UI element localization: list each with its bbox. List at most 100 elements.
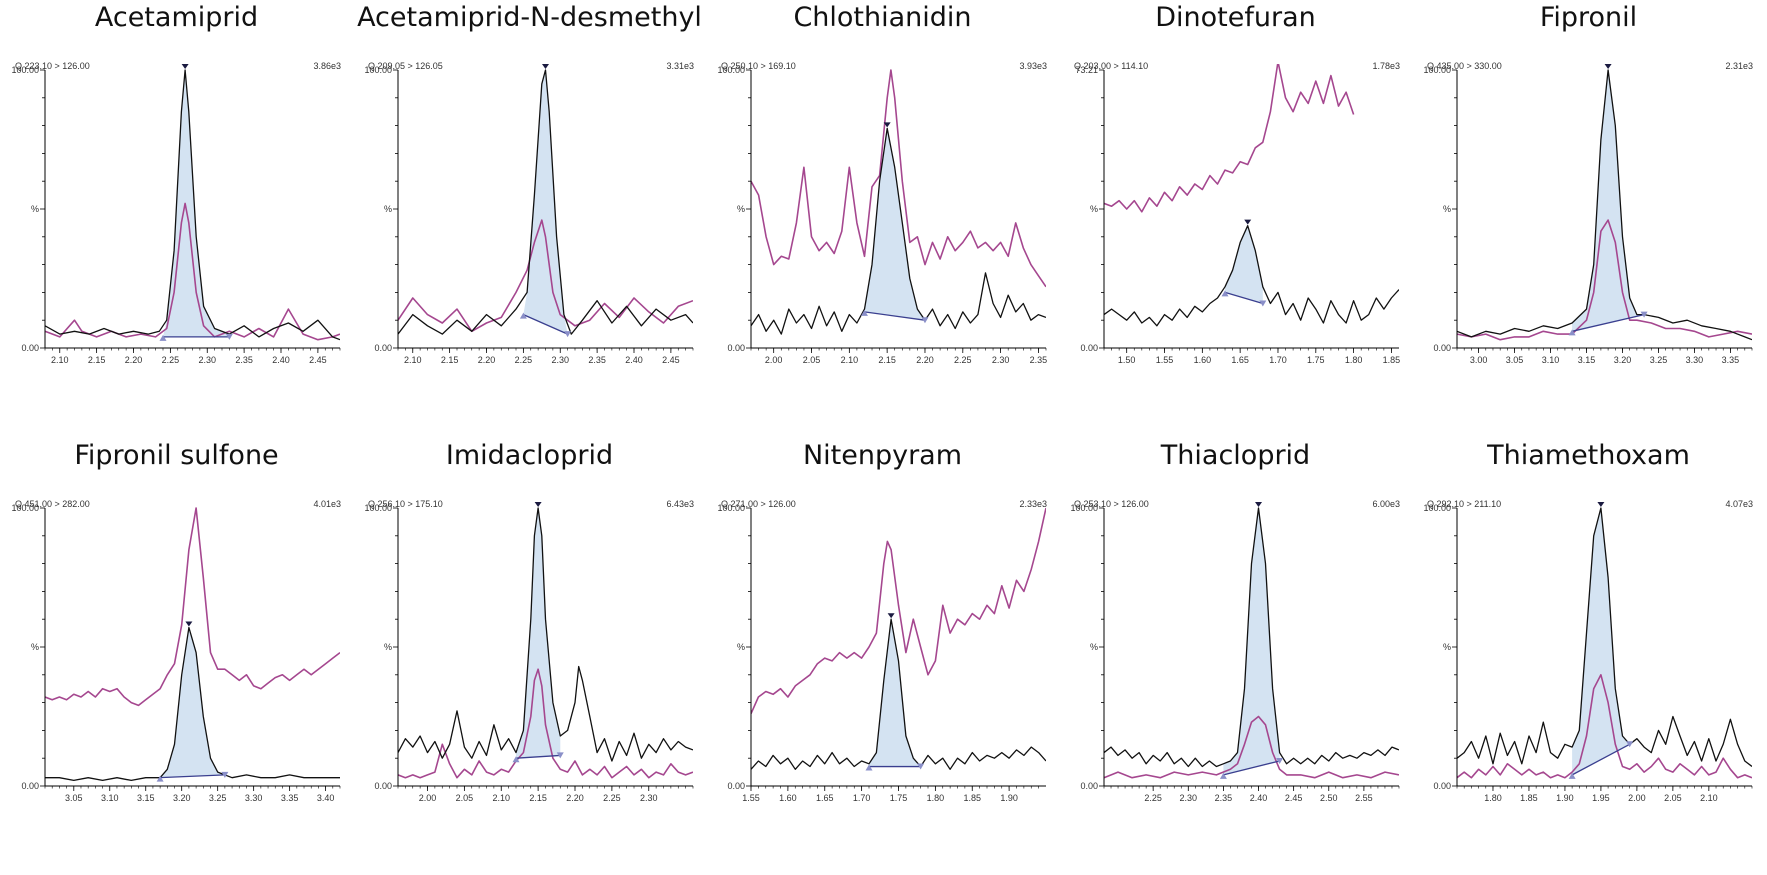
peak-start-marker: [512, 756, 520, 763]
y-tick-label: %: [1443, 642, 1451, 652]
qualifier-trace: [1457, 674, 1752, 779]
x-tick-label: 2.10: [841, 355, 859, 365]
x-tick-label: 1.60: [1194, 355, 1212, 365]
y-tick-label: 0.00: [1080, 343, 1098, 353]
peak-start-marker: [159, 334, 167, 341]
peak-start-marker: [860, 309, 868, 316]
intensity-label: 3.93e3: [1019, 61, 1047, 71]
x-tick-label: 2.45: [1285, 793, 1303, 803]
x-tick-label: 3.10: [101, 793, 119, 803]
peak-area: [1572, 70, 1645, 332]
y-tick-label: 100.00: [364, 503, 392, 513]
x-tick-label: 3.15: [1578, 355, 1596, 365]
x-tick-label: 2.30: [551, 355, 569, 365]
peak-start-marker: [865, 764, 873, 771]
x-tick-label: 3.10: [1542, 355, 1560, 365]
qualifier-trace: [45, 507, 340, 707]
integration-baseline: [1223, 760, 1280, 776]
x-tick-label: 1.75: [890, 793, 908, 803]
peak-start-marker: [1568, 772, 1576, 779]
x-tick-label: 2.05: [803, 355, 821, 365]
chromatogram-panel: Thiacloprid Q 253.10 > 126.00 6.00e3 100.00…: [1059, 438, 1412, 875]
quantifier-trace: [398, 507, 693, 762]
peak-area: [1572, 508, 1630, 775]
integration-baseline: [864, 311, 926, 321]
quantifier-trace: [751, 127, 1046, 335]
apex-marker: [1604, 64, 1612, 69]
y-tick-label: 0.00: [1433, 781, 1451, 791]
x-tick-label: 2.05: [456, 793, 474, 803]
y-tick-label: 73.21: [1075, 65, 1098, 75]
peak-start-marker: [1568, 329, 1576, 336]
mrm-transition-label: Q 435.00 > 330.00: [1427, 61, 1502, 71]
apex-marker: [1597, 502, 1605, 507]
chromatogram-plot: 100.00% 0.00 3.00 3.05 3.10 3.15 3.20 3.25 3.30 3…: [1423, 64, 1753, 365]
apex-marker: [181, 64, 189, 69]
compound-title: Acetamiprid-N-desmethyl: [357, 2, 702, 33]
y-tick-label: 0.00: [374, 343, 392, 353]
y-tick-label: 0.00: [1433, 343, 1451, 353]
qualifier-trace: [1104, 715, 1399, 779]
integration-baseline: [523, 314, 568, 335]
x-tick-label: 3.25: [209, 793, 227, 803]
qualifier-trace: [398, 219, 693, 333]
x-tick-label: 2.05: [1664, 793, 1682, 803]
peak-start-marker: [1219, 772, 1227, 779]
y-tick-label: 100.00: [11, 503, 39, 513]
apex-marker: [887, 613, 895, 619]
peak-end-marker: [917, 763, 925, 770]
x-tick-label: 2.40: [272, 355, 290, 365]
mrm-transition-label: Q 256.10 > 175.10: [368, 499, 443, 509]
peak-end-marker: [556, 752, 564, 759]
x-tick-label: 1.70: [1269, 355, 1287, 365]
peak-area: [163, 70, 230, 337]
intensity-label: 1.78e3: [1372, 61, 1400, 71]
x-tick-label: 2.15: [529, 793, 547, 803]
x-tick-label: 2.20: [916, 355, 934, 365]
apex-marker: [1244, 219, 1252, 225]
quantifier-trace: [1104, 507, 1399, 768]
x-tick-label: 2.10: [404, 355, 422, 365]
peak-end-marker: [921, 317, 929, 324]
integration-baseline: [1571, 743, 1630, 776]
y-tick-label: 0.00: [727, 343, 745, 353]
apex-marker: [542, 64, 549, 69]
x-tick-label: 2.55: [1355, 793, 1373, 803]
intensity-label: 3.86e3: [313, 61, 341, 71]
peak-start-marker: [156, 775, 164, 782]
qualifier-trace: [751, 507, 1046, 715]
x-tick-label: 2.10: [492, 793, 510, 803]
x-tick-label: 2.00: [419, 793, 437, 803]
peak-end-marker: [225, 333, 233, 340]
x-tick-label: 1.65: [1231, 355, 1249, 365]
compound-title: Nitenpyram: [802, 440, 963, 471]
mrm-transition-label: Q 253.10 > 126.00: [1074, 499, 1149, 509]
peak-end-marker: [1259, 300, 1267, 307]
x-tick-label: 1.85: [1383, 355, 1401, 365]
chromatogram-panel: Chlothianidin Q 250.10 > 169.10 3.93e3 100.…: [706, 0, 1059, 437]
mrm-transition-label: Q 292.10 > 211.10: [1427, 499, 1502, 509]
chromatogram-plot: 100.00% 0.00 2.10 2.15 2.20 2.25 2.30 2.35 2.40 2…: [11, 64, 341, 365]
chromatogram-plot: 100.00% 0.00 1.55 1.60 1.65 1.70 1.75 1.80 1.85 1…: [717, 503, 1046, 803]
apex-marker: [883, 122, 891, 128]
compound-title: Chlothianidin: [793, 2, 972, 33]
y-tick-label: 100.00: [1423, 503, 1451, 513]
x-tick-label: 3.20: [173, 793, 191, 803]
x-tick-label: 2.35: [235, 355, 253, 365]
x-tick-label: 2.15: [878, 355, 896, 365]
x-tick-label: 3.30: [1686, 355, 1704, 365]
qualifier-trace: [1457, 219, 1752, 341]
y-tick-label: %: [1090, 204, 1098, 214]
quantifier-trace: [1457, 69, 1752, 341]
y-tick-label: 100.00: [1423, 65, 1451, 75]
x-tick-label: 3.20: [1614, 355, 1632, 365]
x-tick-label: 2.40: [1250, 793, 1268, 803]
quantifier-trace: [398, 69, 693, 335]
chromatogram-panel: Fipronil sulfone Q 451.00 > 282.00 4.01e3 1…: [0, 438, 353, 875]
y-tick-label: 0.00: [727, 781, 745, 791]
y-tick-label: %: [737, 642, 745, 652]
compound-title: Imidacloprid: [445, 440, 614, 471]
y-tick-label: 0.00: [374, 781, 392, 791]
integration-baseline: [1224, 291, 1264, 305]
compound-title: Fipronil sulfone: [74, 440, 279, 471]
